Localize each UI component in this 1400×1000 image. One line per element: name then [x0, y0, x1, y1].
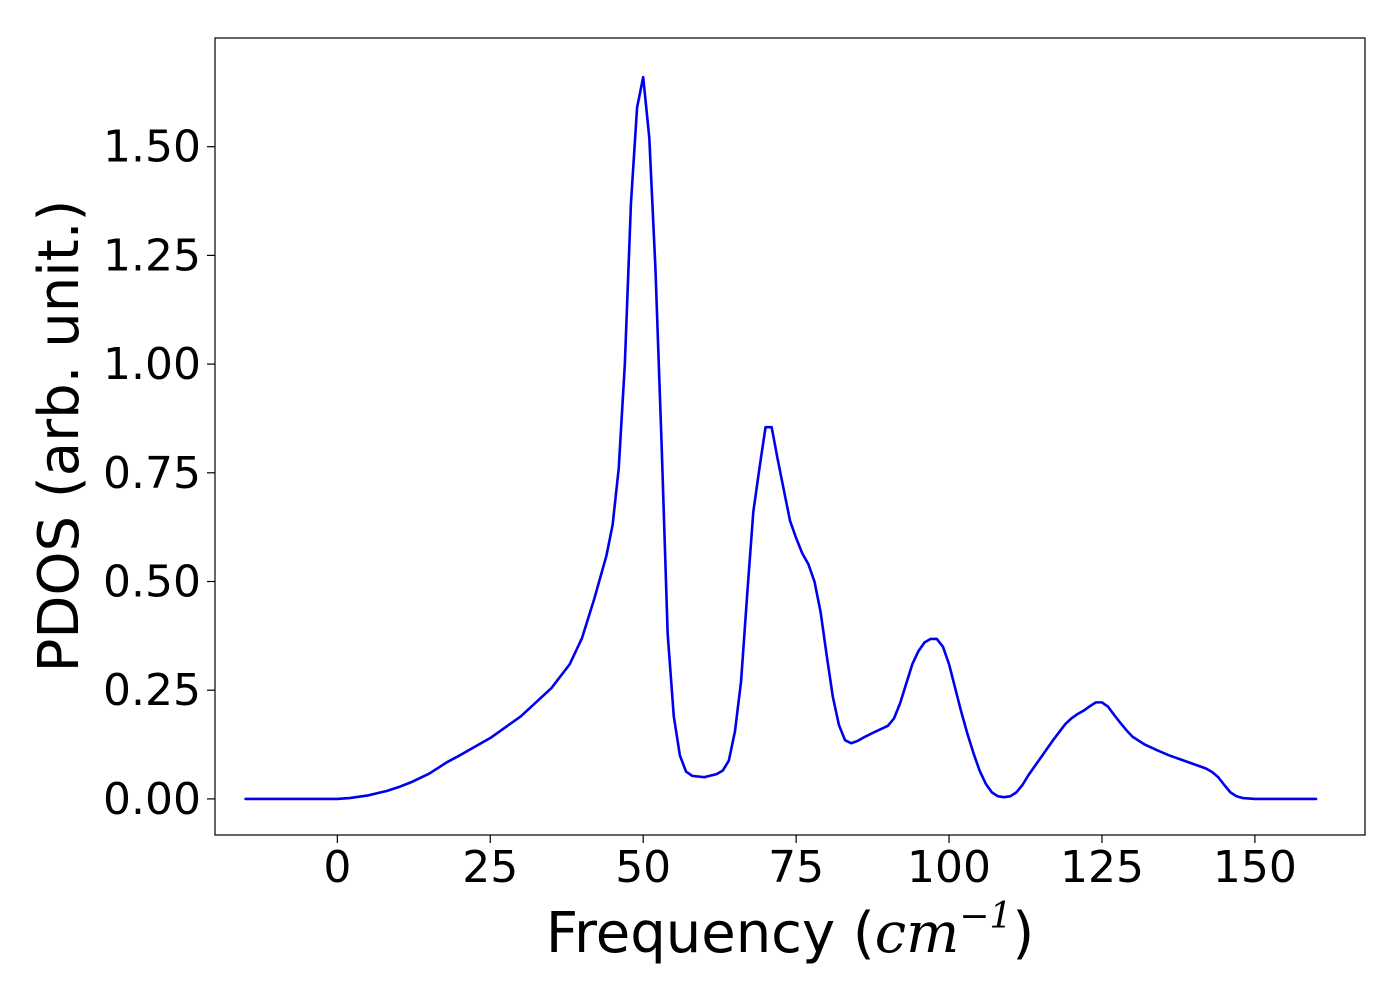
y-axis-ticks: 0.00 0.25 0.50 0.75 1.00 1.25 1.50 — [103, 122, 215, 825]
x-tick-label: 25 — [462, 842, 518, 893]
y-axis-label: PDOS (arb. unit.) — [27, 200, 92, 673]
x-tick-label: 50 — [615, 842, 671, 893]
y-tick-label: 0.00 — [103, 774, 201, 825]
y-tick-label: 0.75 — [103, 448, 201, 499]
x-axis-ticks: 0 25 50 75 100 125 150 — [323, 835, 1297, 893]
x-tick-label: 150 — [1213, 842, 1297, 893]
x-tick-label: 125 — [1060, 842, 1144, 893]
plot-frame — [214, 37, 1366, 836]
y-tick-label: 1.25 — [103, 230, 201, 281]
x-axis-label-prefix: Frequency ( — [546, 901, 875, 966]
series-layer — [244, 75, 1318, 801]
y-tick-label: 1.00 — [103, 339, 201, 390]
y-tick-label: 1.50 — [103, 122, 201, 173]
x-axis-label-exponent: −1 — [959, 896, 1012, 937]
x-tick-label: 100 — [907, 842, 991, 893]
y-tick-label: 0.25 — [103, 665, 201, 716]
x-tick-label: 75 — [768, 842, 824, 893]
x-axis-label-suffix: ) — [1012, 901, 1034, 966]
y-tick-label: 0.50 — [103, 557, 201, 608]
x-axis-label-unit: cm — [875, 901, 959, 966]
x-axis-label: Frequency (cm−1) — [546, 896, 1034, 966]
x-tick-label: 0 — [323, 842, 351, 893]
plot-area — [215, 38, 1365, 835]
pdos-series-line — [244, 75, 1318, 801]
